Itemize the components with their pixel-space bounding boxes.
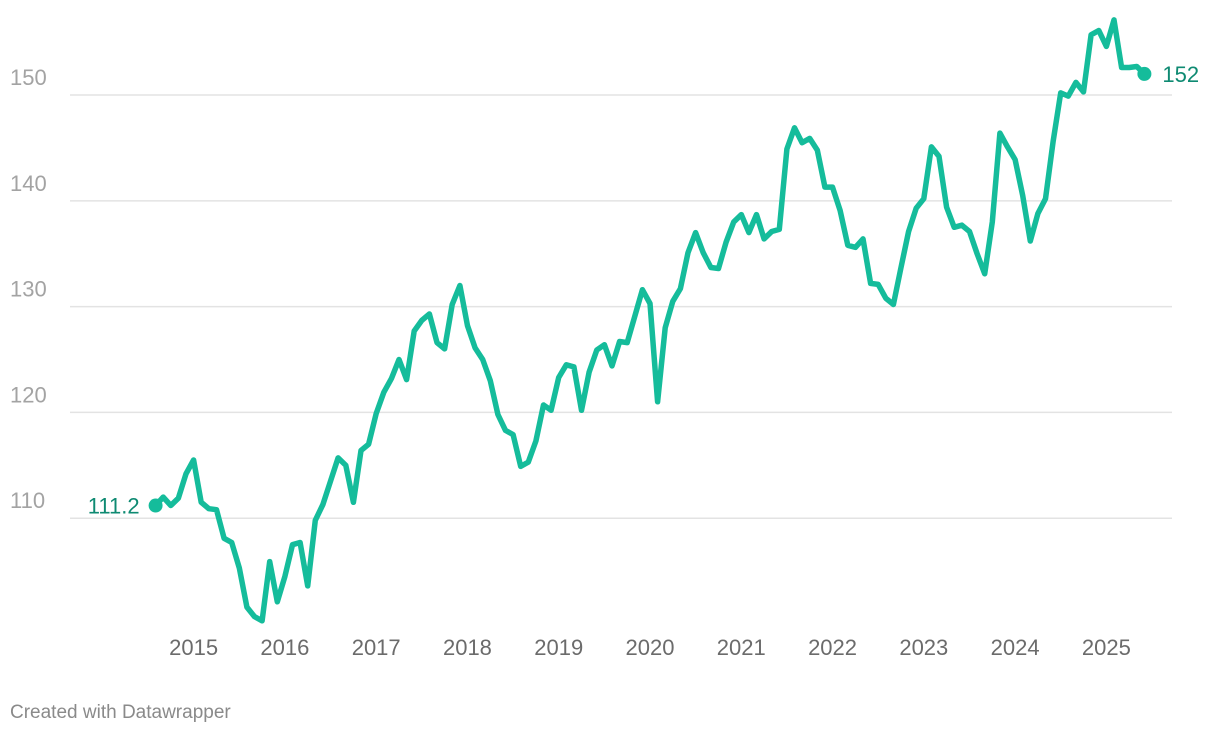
end-label-start: 111.2	[88, 494, 140, 519]
x-tick-label-2019: 2019	[534, 635, 583, 660]
x-tick-label-2023: 2023	[899, 635, 948, 660]
series-line-0	[152, 17, 1148, 624]
series-layer	[152, 17, 1148, 624]
y-tick-label-130: 130	[10, 277, 47, 302]
x-tick-label-2016: 2016	[260, 635, 309, 660]
x-tick-label-2025: 2025	[1082, 635, 1131, 660]
x-tick-label-2021: 2021	[717, 635, 766, 660]
y-tick-label-120: 120	[10, 382, 47, 407]
end-label-end: 152	[1162, 62, 1199, 87]
x-tick-label-2024: 2024	[991, 635, 1040, 660]
x-tick-label-2022: 2022	[808, 635, 857, 660]
x-tick-label-2015: 2015	[169, 635, 218, 660]
end-labels: 111.2 152	[88, 62, 1199, 519]
y-tick-label-150: 150	[10, 65, 47, 90]
end-point-start	[148, 498, 163, 513]
y-tick-label-110: 110	[10, 488, 45, 513]
y-axis-ticks: 110 120 130 140 150	[10, 65, 47, 513]
y-tick-label-140: 140	[10, 171, 47, 196]
x-tick-label-2018: 2018	[443, 635, 492, 660]
x-axis-ticks: 2015 2016 2017 2018 2019 2020 2021 2022 2023 2024…	[169, 635, 1131, 660]
gridlines	[70, 94, 1172, 519]
end-point-end	[1137, 66, 1152, 81]
x-tick-label-2017: 2017	[352, 635, 401, 660]
credit-text: Created with Datawrapper	[10, 702, 231, 723]
x-tick-label-2020: 2020	[626, 635, 675, 660]
